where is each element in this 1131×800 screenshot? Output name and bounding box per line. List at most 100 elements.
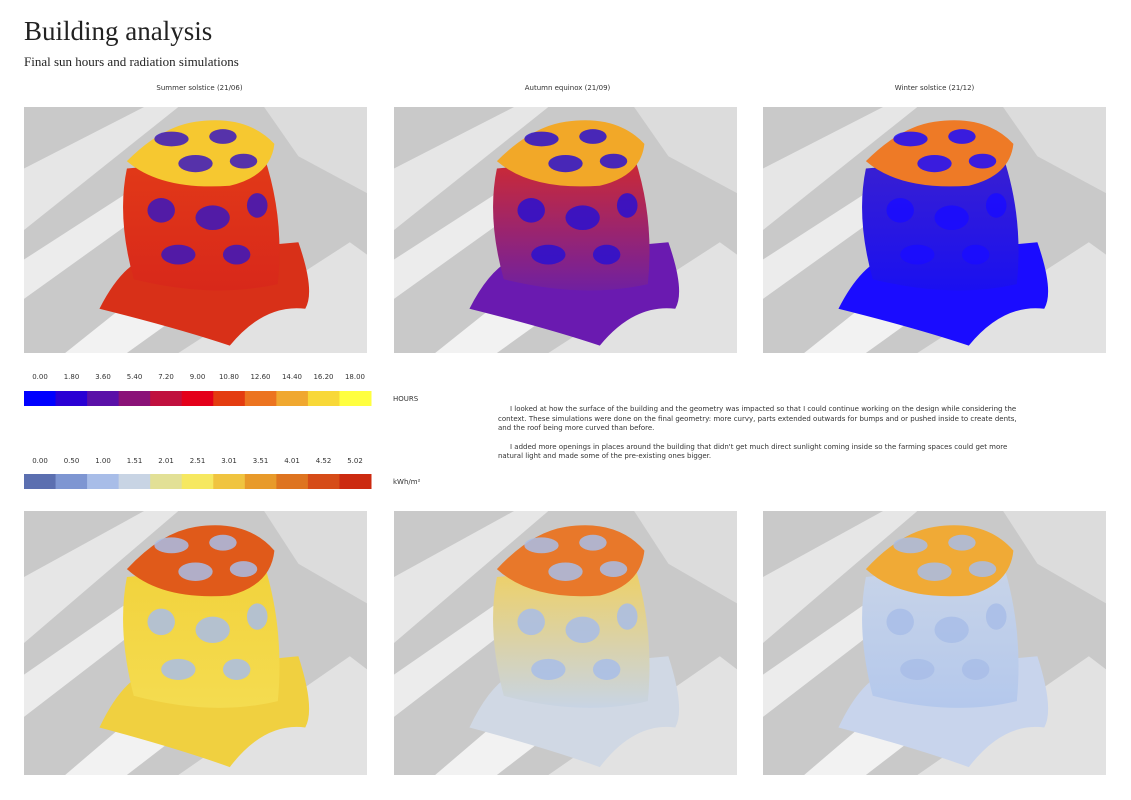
opening xyxy=(934,205,969,230)
legend-swatch xyxy=(118,474,151,489)
opening xyxy=(524,537,559,554)
opening xyxy=(147,608,175,636)
opening xyxy=(968,153,997,169)
simulation-render xyxy=(394,107,737,353)
opening xyxy=(616,193,638,218)
opening xyxy=(209,534,237,551)
legend-label: 1.51 xyxy=(127,457,143,465)
title: Building analysis xyxy=(24,16,213,46)
opening xyxy=(893,131,928,147)
opening xyxy=(195,205,230,230)
opening xyxy=(229,153,258,169)
opening xyxy=(893,537,928,554)
legend-label: 14.40 xyxy=(282,373,302,381)
legend-swatch xyxy=(87,474,120,489)
opening xyxy=(900,658,935,680)
opening xyxy=(592,244,621,265)
legend-label: 10.80 xyxy=(219,373,239,381)
legend-swatch xyxy=(244,391,277,406)
opening xyxy=(917,154,952,173)
subtitle: Final sun hours and radiation simulation… xyxy=(24,54,239,69)
context-block xyxy=(1003,107,1106,194)
legend-label: 3.60 xyxy=(95,373,111,381)
legend-label: 12.60 xyxy=(250,373,270,381)
opening xyxy=(616,603,638,630)
opening xyxy=(531,244,566,265)
simulation-render xyxy=(394,511,737,775)
opening xyxy=(579,129,607,144)
opening xyxy=(531,658,566,680)
opening xyxy=(900,244,935,265)
context-block xyxy=(394,511,549,643)
legend-swatch xyxy=(339,474,372,489)
opening xyxy=(524,131,559,147)
opening xyxy=(147,198,175,223)
opening xyxy=(246,193,268,218)
context-block xyxy=(24,603,127,717)
legend-label: 1.80 xyxy=(64,373,80,381)
legend-label: 3.51 xyxy=(253,457,269,465)
column-label: Summer solstice (21/06) xyxy=(156,84,243,92)
legend-unit: kWh/m² xyxy=(393,478,421,486)
opening xyxy=(229,561,258,577)
legend-swatch xyxy=(307,474,340,489)
context-block xyxy=(264,511,367,604)
opening xyxy=(154,537,189,554)
opening xyxy=(565,616,600,643)
opening xyxy=(548,154,583,173)
legend-swatch xyxy=(55,391,88,406)
context-block xyxy=(24,193,127,299)
paragraph: I added more openings in places around t… xyxy=(498,442,1008,461)
legend-label: 3.01 xyxy=(221,457,237,465)
legend-label: 4.01 xyxy=(284,457,300,465)
opening xyxy=(195,616,230,643)
context-block xyxy=(763,603,866,717)
opening xyxy=(886,608,914,636)
legend-label: 2.51 xyxy=(190,457,206,465)
legend-label: 9.00 xyxy=(190,373,206,381)
opening xyxy=(178,562,213,581)
opening xyxy=(222,244,251,265)
legend-swatch xyxy=(118,391,151,406)
paragraph: I looked at how the surface of the build… xyxy=(498,405,1017,433)
opening xyxy=(948,129,976,144)
opening xyxy=(517,198,545,223)
context-block xyxy=(264,107,367,194)
legend-label: 0.00 xyxy=(32,373,48,381)
opening xyxy=(961,244,990,265)
legend-label: 5.40 xyxy=(127,373,143,381)
simulation-render xyxy=(24,511,367,775)
legend-label: 0.50 xyxy=(64,457,80,465)
legend-swatch xyxy=(150,474,183,489)
simulation-render xyxy=(763,511,1106,775)
opening xyxy=(154,131,189,147)
legend-label: 7.20 xyxy=(158,373,174,381)
opening xyxy=(917,562,952,581)
legend-swatch xyxy=(55,474,88,489)
legend-label: 2.01 xyxy=(158,457,174,465)
opening xyxy=(222,658,251,680)
column-label: Autumn equinox (21/09) xyxy=(524,84,611,92)
column-label: Winter solstice (21/12) xyxy=(894,84,975,92)
opening xyxy=(209,129,237,144)
legend-swatch xyxy=(150,391,183,406)
legend-swatch xyxy=(181,474,214,489)
opening xyxy=(548,562,583,581)
opening xyxy=(178,154,213,173)
opening xyxy=(968,561,997,577)
simulation-render xyxy=(24,107,367,353)
context-block xyxy=(394,107,549,230)
legend-swatch xyxy=(87,391,120,406)
opening xyxy=(934,616,969,643)
legend-label: 0.00 xyxy=(32,457,48,465)
legend-swatch xyxy=(24,391,57,406)
opening xyxy=(579,534,607,551)
opening xyxy=(161,244,196,265)
context-block xyxy=(394,193,497,299)
legend-swatch xyxy=(24,474,57,489)
description: I looked at how the surface of the build… xyxy=(498,405,1024,471)
legend-label: 16.20 xyxy=(313,373,333,381)
opening xyxy=(985,603,1007,630)
